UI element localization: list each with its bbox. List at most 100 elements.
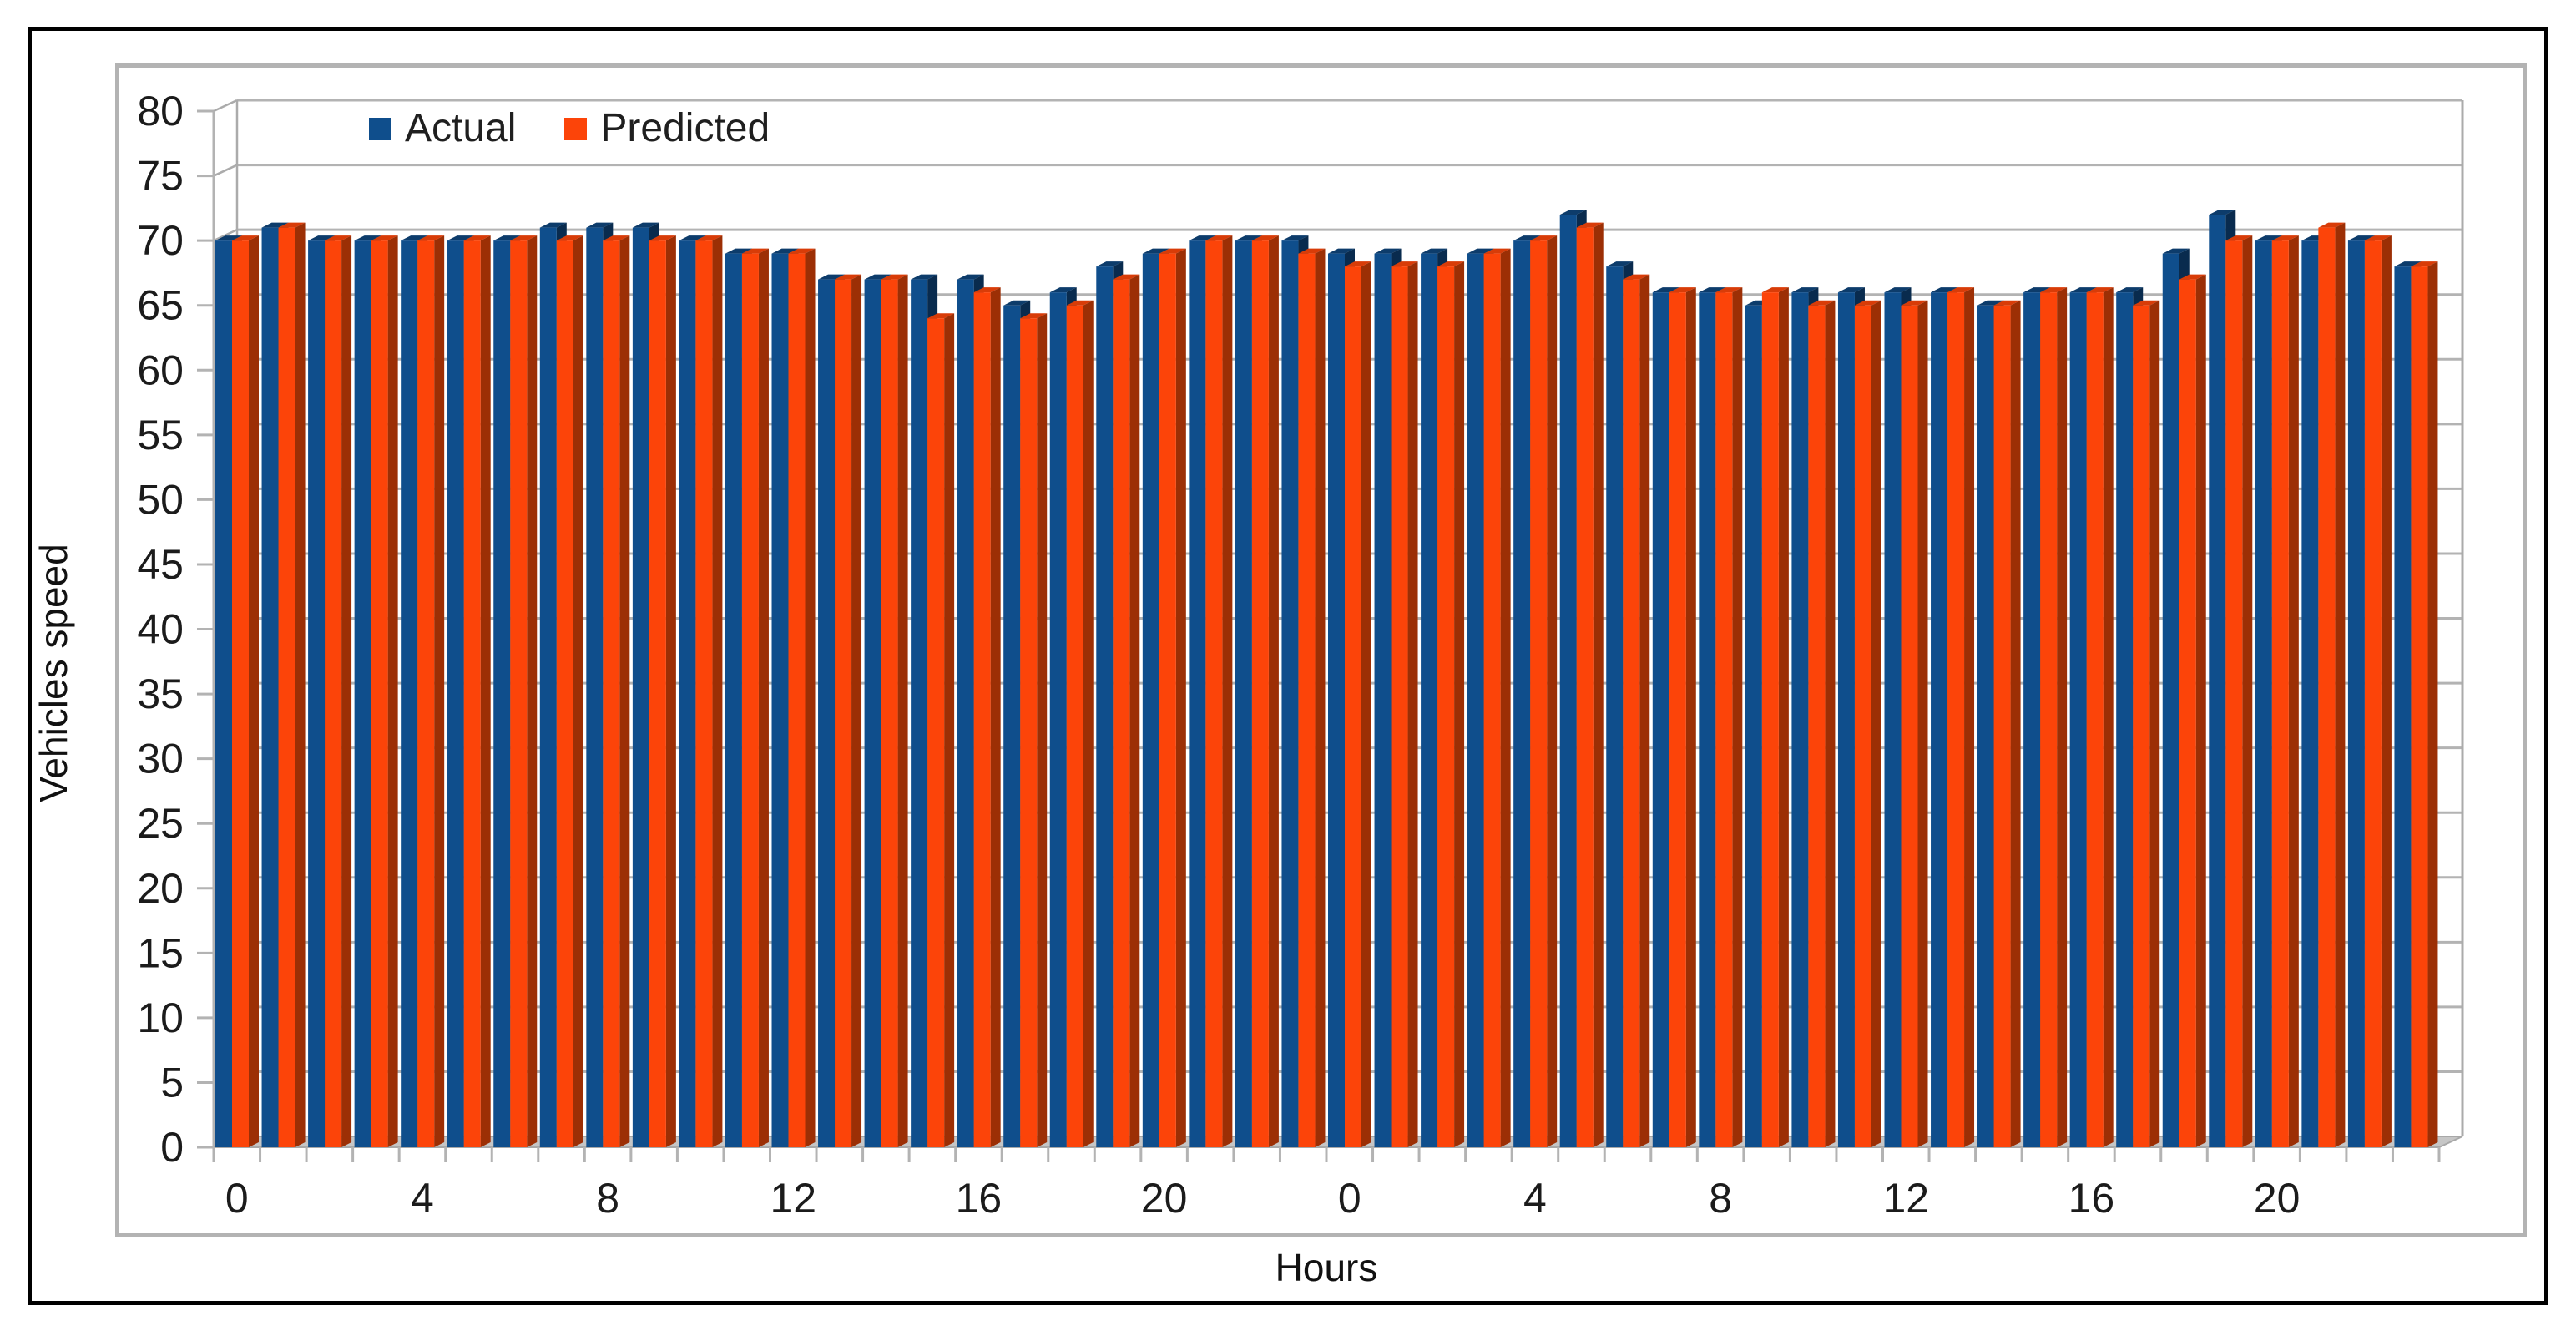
actual-bar-front (215, 240, 232, 1147)
bar-group-hour-0 (1328, 248, 1371, 1148)
actual-bar-top (1096, 261, 1124, 267)
predicted-bar-top (1669, 287, 1696, 293)
predicted-bar-top (2133, 300, 2160, 306)
predicted-bar-front (2086, 292, 2104, 1147)
bar-group-hour-4 (1513, 235, 1558, 1147)
predicted-bar-front (1530, 240, 1548, 1147)
predicted-bar-front (695, 240, 713, 1147)
predicted-bar-top (2225, 235, 2253, 241)
predicted-bar-top (1854, 300, 1881, 306)
bar-group-hour-16 (2069, 287, 2114, 1147)
predicted-bar-top (2086, 287, 2114, 293)
y-tick-label: 20 (137, 865, 184, 912)
predicted-bar-front (1205, 240, 1223, 1147)
predicted-bar-top (1020, 313, 1048, 319)
predicted-bar-front (973, 292, 991, 1147)
actual-bar-top (1142, 248, 1169, 254)
predicted-bar-side (851, 274, 862, 1148)
predicted-bar-top (1483, 248, 1511, 254)
actual-bar-top (1931, 287, 1958, 293)
predicted-bar-top (2411, 261, 2438, 267)
actual-bar-front (1791, 292, 1809, 1147)
predicted-bar-front (2271, 240, 2289, 1147)
predicted-bar-top (603, 235, 630, 241)
predicted-bar-front (1854, 305, 1871, 1147)
actual-bar-front (586, 227, 604, 1147)
predicted-bar-side (2288, 235, 2299, 1147)
bar-group-hour-7 (539, 222, 583, 1147)
actual-bar-top (2069, 287, 2097, 293)
predicted-bar-front (1947, 292, 1965, 1147)
predicted-bar-front (2179, 279, 2196, 1148)
predicted-bar-front (2040, 292, 2058, 1147)
predicted-bar-side (2335, 222, 2346, 1147)
predicted-bar-front (1391, 266, 1408, 1147)
predicted-bar-top (510, 235, 538, 241)
actual-bar-front (818, 279, 836, 1148)
predicted-bar-top (1947, 287, 1975, 293)
y-tick-label: 35 (137, 671, 184, 717)
actual-bar-top (354, 235, 381, 241)
x-tick-label: 0 (225, 1175, 249, 1222)
predicted-bar-front (1066, 305, 1083, 1147)
predicted-bar-front (1437, 266, 1455, 1147)
x-tick-label: 4 (411, 1175, 434, 1222)
bar-group-hour-12 (1884, 287, 1928, 1147)
predicted-bar-front (510, 240, 528, 1147)
bar-group-hour-10 (679, 235, 723, 1147)
predicted-bar-front (2133, 305, 2150, 1147)
bar-group-hour-21 (2301, 222, 2346, 1147)
actual-bar-top (957, 274, 984, 280)
actual-bar-front (539, 227, 557, 1147)
bar-group-hour-3 (354, 235, 398, 1147)
actual-bar-front (2301, 240, 2319, 1147)
x-tick-label: 16 (2068, 1175, 2115, 1222)
outer-black-frame (28, 27, 2548, 1305)
actual-bar-front (679, 240, 696, 1147)
predicted-bar-side (2103, 287, 2114, 1147)
bar-group-hour-10 (1791, 287, 1836, 1147)
bar-group-hour-14 (1977, 300, 2021, 1147)
y-tick-label: 65 (137, 282, 184, 329)
predicted-bar-side (1315, 248, 1326, 1148)
actual-bar-top (1189, 235, 1216, 241)
actual-bar-front (1003, 305, 1021, 1147)
predicted-bar-top (2318, 222, 2346, 228)
actual-bar-front (632, 227, 649, 1147)
bar-group-hour-22 (1235, 235, 1279, 1147)
bar-group-hour-5 (447, 235, 491, 1147)
predicted-bar-top (2364, 235, 2392, 241)
actual-bar-front (1652, 292, 1669, 1147)
bar-group-hour-4 (401, 235, 445, 1147)
actual-bar-top (493, 235, 521, 241)
predicted-bar-side (1871, 300, 1881, 1147)
predicted-bar-front (1669, 292, 1686, 1147)
predicted-bar-top (835, 274, 862, 280)
predicted-bar-top (371, 235, 398, 241)
actual-bar-front (1096, 266, 1114, 1147)
predicted-bar-front (232, 240, 249, 1147)
predicted-bar-front (788, 253, 806, 1148)
predicted-bar-front (2364, 240, 2382, 1147)
actual-bar-top (1003, 300, 1031, 306)
actual-bar-front (308, 240, 326, 1147)
y-tick-label: 15 (137, 929, 184, 976)
actual-bar-top (215, 235, 242, 241)
predicted-bar-top (788, 248, 816, 254)
actual-bar-front (447, 240, 464, 1147)
y-tick-label: 5 (160, 1059, 184, 1106)
actual-bar-top (679, 235, 706, 241)
predicted-bar-side (944, 313, 955, 1147)
predicted-bar-front (1159, 253, 1176, 1148)
predicted-bar-top (278, 222, 306, 228)
actual-bar-top (447, 235, 474, 241)
actual-bar-top (1328, 248, 1355, 254)
predicted-bar-side (1037, 313, 1048, 1147)
predicted-bar-side (712, 235, 723, 1147)
predicted-bar-side (1964, 287, 1975, 1147)
predicted-bar-top (927, 313, 955, 319)
predicted-bar-front (325, 240, 342, 1147)
predicted-bar-side (1500, 248, 1511, 1148)
bar-group-hour-20 (1142, 248, 1186, 1148)
